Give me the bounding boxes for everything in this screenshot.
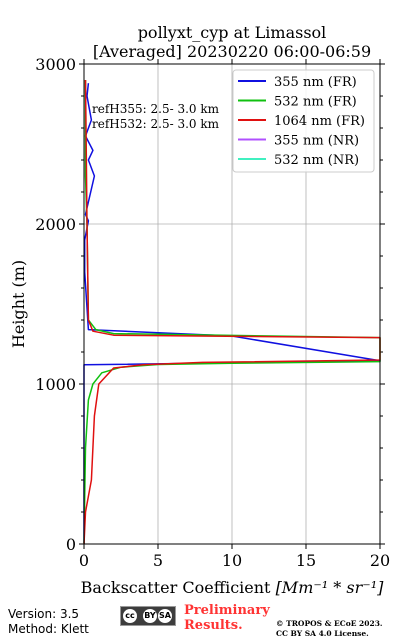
chart-title: pollyxt_cyp at Limassol xyxy=(138,23,327,42)
x-tick-label: 5 xyxy=(153,551,163,570)
series-line-1064-nm-fr xyxy=(83,79,381,545)
legend-label: 355 nm (NR) xyxy=(274,134,359,149)
preliminary-line-1: Preliminary xyxy=(184,603,270,618)
legend-label: 532 nm (FR) xyxy=(274,95,357,110)
plot-frame xyxy=(83,63,381,545)
x-axis-label-unit: [Mm⁻¹ * sr⁻¹] xyxy=(276,578,385,597)
data-lines xyxy=(83,79,381,545)
method-text: Method: Klett xyxy=(8,622,89,636)
x-tick-label: 15 xyxy=(296,551,316,570)
copyright-notice: © TROPOS & ECoE 2023. CC BY SA 4.0 Licen… xyxy=(276,619,383,639)
legend-box xyxy=(232,69,375,173)
x-axis-label: Backscatter Coefficient [Mm⁻¹ * sr⁻¹] xyxy=(81,578,384,597)
legend: 355 nm (FR) 532 nm (FR) 1064 nm (FR) 355 nm… xyxy=(232,69,375,173)
chart-canvas: pollyxt_cyp at Limassol [Averaged] 20230… xyxy=(9,23,390,597)
ref-annotation-355: refH355: 2.5- 3.0 km xyxy=(92,102,220,116)
by-icon: BY xyxy=(143,609,157,623)
cc-license-badge: cc BY SA xyxy=(120,606,176,626)
y-tick-label: 1000 xyxy=(35,375,76,394)
y-tick-label: 3000 xyxy=(35,55,76,74)
x-axis-ticks: 0 5 10 15 20 xyxy=(79,59,390,570)
chart-subtitle: [Averaged] 20230220 06:00-06:59 xyxy=(93,42,371,61)
legend-label: 1064 nm (FR) xyxy=(274,114,365,129)
version-text: Version: 3.5 xyxy=(8,607,80,621)
y-axis-label: Height (m) xyxy=(9,260,28,348)
x-axis-label-text: Backscatter Coefficient xyxy=(81,578,276,597)
version-info: Version: 3.5 Method: Klett xyxy=(8,607,89,637)
legend-label: 355 nm (FR) xyxy=(274,75,357,90)
preliminary-notice: Preliminary Results. xyxy=(184,603,270,633)
y-tick-label: 0 xyxy=(66,535,76,554)
copyright-line-1: © TROPOS & ECoE 2023. xyxy=(276,619,383,628)
copyright-line-2: CC BY SA 4.0 License. xyxy=(276,629,369,638)
sa-icon: SA xyxy=(158,609,172,623)
y-axis-ticks: 0 1000 2000 3000 xyxy=(35,55,385,554)
preliminary-line-2: Results. xyxy=(184,618,243,633)
x-tick-label: 20 xyxy=(370,551,390,570)
x-tick-label: 0 xyxy=(79,551,89,570)
legend-label: 532 nm (NR) xyxy=(274,153,359,168)
cc-icon: cc xyxy=(123,609,137,623)
x-tick-label: 10 xyxy=(222,551,242,570)
y-tick-label: 2000 xyxy=(35,215,76,234)
ref-annotation-532: refH532: 2.5- 3.0 km xyxy=(92,117,220,131)
